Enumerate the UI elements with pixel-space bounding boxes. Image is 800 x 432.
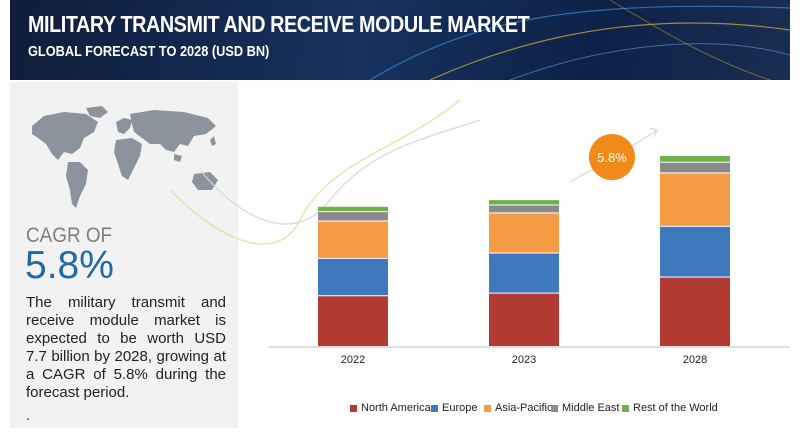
legend-item-north-america: North America: [350, 402, 431, 414]
legend-label: Asia-Pacific: [495, 402, 553, 414]
bar-2028-europe: [660, 226, 730, 277]
bar-2022-middle-east: [318, 212, 388, 221]
legend-item-middle-east: Middle East: [551, 402, 619, 414]
legend-item-europe: Europe: [431, 402, 477, 414]
legend-label: Europe: [442, 402, 478, 414]
header-banner: MILITARY TRANSMIT AND RECEIVE MODULE MAR…: [10, 0, 790, 80]
summary-panel: CAGR OF 5.8% The military transmit and r…: [10, 82, 238, 428]
bar-2023-asia-pacific: [489, 213, 559, 253]
bar-2023-middle-east: [489, 205, 559, 213]
x-tick-label: 2022: [341, 354, 365, 366]
market-description: The military transmit and receive module…: [26, 294, 226, 401]
bar-2028-asia-pacific: [660, 173, 730, 226]
legend-item-rest-of-the-world: Rest of the World: [622, 402, 718, 414]
legend-label: North America: [361, 402, 431, 414]
legend-swatch: [484, 404, 491, 412]
cagr-badge: 5.8%: [589, 134, 635, 180]
legend-swatch: [431, 404, 438, 412]
legend-swatch: [622, 404, 629, 412]
page-title: MILITARY TRANSMIT AND RECEIVE MODULE MAR…: [28, 11, 530, 37]
legend-swatch: [551, 404, 558, 412]
world-map-icon: [32, 106, 218, 208]
bar-2028-rest-of-the-world: [660, 156, 730, 162]
x-tick-label: 2023: [512, 354, 536, 366]
legend-swatch: [350, 404, 357, 412]
bar-2023-rest-of-the-world: [489, 200, 559, 205]
bar-2023-europe: [489, 253, 559, 293]
cagr-badge-label: 5.8%: [597, 150, 627, 165]
cagr-label: CAGR OF: [26, 224, 113, 247]
bar-2022-north-america: [318, 296, 388, 346]
page-subtitle: GLOBAL FORECAST TO 2028 (USD BN): [28, 44, 270, 60]
bar-2022-asia-pacific: [318, 221, 388, 258]
trend-swirls: [169, 99, 658, 245]
bar-2023-north-america: [489, 293, 559, 346]
legend-label: Rest of the World: [633, 402, 718, 414]
bar-2028-north-america: [660, 277, 730, 346]
bar-2022-europe: [318, 258, 388, 296]
bar-2022-rest-of-the-world: [318, 206, 388, 212]
bar-2028-middle-east: [660, 162, 730, 173]
header-decoration: [369, 0, 790, 80]
trailing-dot: .: [26, 407, 30, 423]
legend-label: Middle East: [562, 402, 620, 414]
cagr-value: 5.8%: [25, 244, 114, 287]
x-tick-label: 2028: [683, 354, 707, 366]
legend-item-asia-pacific: Asia-Pacific: [484, 402, 552, 414]
